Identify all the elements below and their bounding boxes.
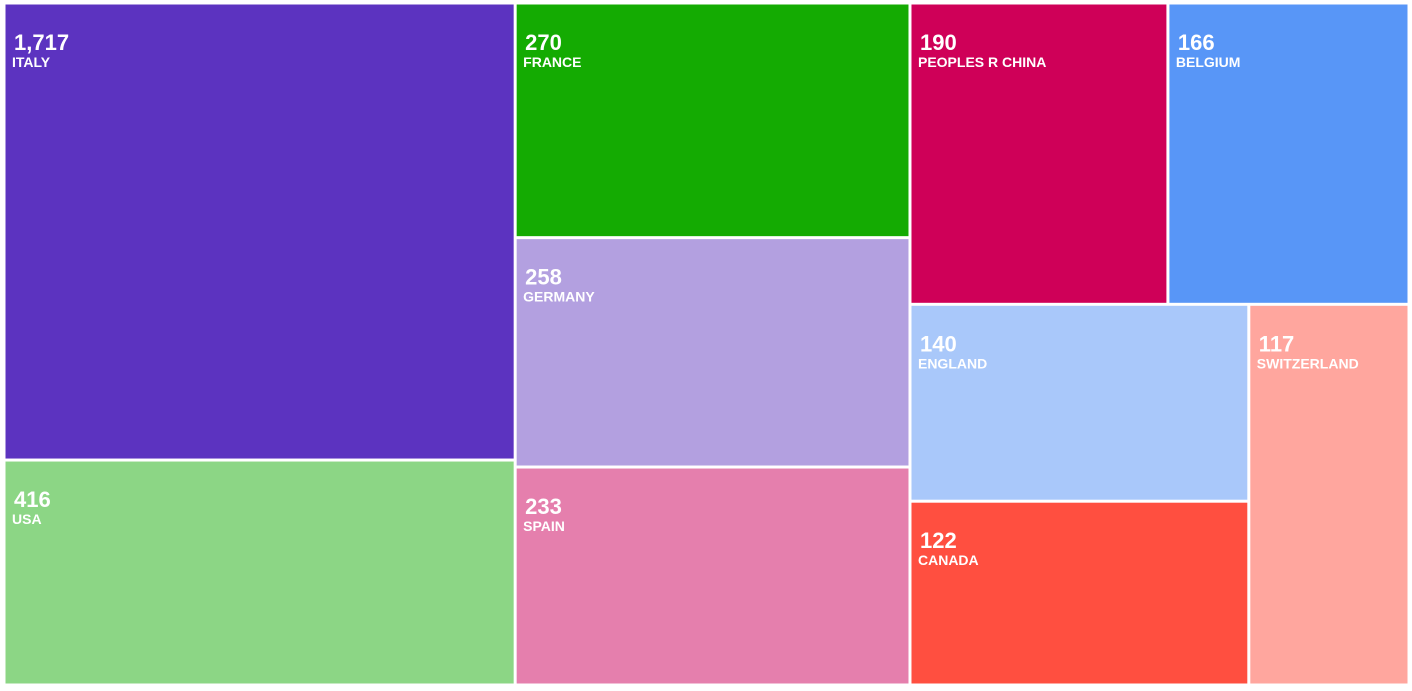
tile	[5, 461, 514, 684]
value-label: 270	[525, 30, 562, 55]
category-label: ITALY	[12, 54, 51, 70]
value-label: 166	[1178, 30, 1215, 55]
tile	[516, 4, 909, 237]
category-label: SPAIN	[523, 518, 565, 534]
tile	[911, 305, 1248, 500]
value-label: 122	[920, 528, 957, 553]
tile	[911, 502, 1248, 684]
tile	[5, 4, 514, 459]
tile	[516, 468, 909, 684]
category-label: GERMANY	[523, 289, 595, 305]
tile	[1169, 4, 1408, 303]
category-label: ENGLAND	[918, 355, 987, 371]
category-label: SWITZERLAND	[1257, 355, 1359, 371]
value-label: 190	[920, 30, 957, 55]
tile	[911, 4, 1167, 303]
category-label: BELGIUM	[1176, 54, 1241, 70]
category-label: PEOPLES R CHINA	[918, 54, 1046, 70]
value-label: 233	[525, 494, 562, 519]
value-label: 1,717	[14, 30, 69, 55]
value-label: 258	[525, 265, 562, 290]
category-label: FRANCE	[523, 54, 581, 70]
tile	[1250, 305, 1408, 684]
tile	[516, 239, 909, 466]
value-label: 416	[14, 487, 51, 512]
category-label: CANADA	[918, 552, 979, 568]
value-label: 117	[1259, 331, 1295, 356]
category-label: USA	[12, 511, 42, 527]
value-label: 140	[920, 331, 957, 356]
